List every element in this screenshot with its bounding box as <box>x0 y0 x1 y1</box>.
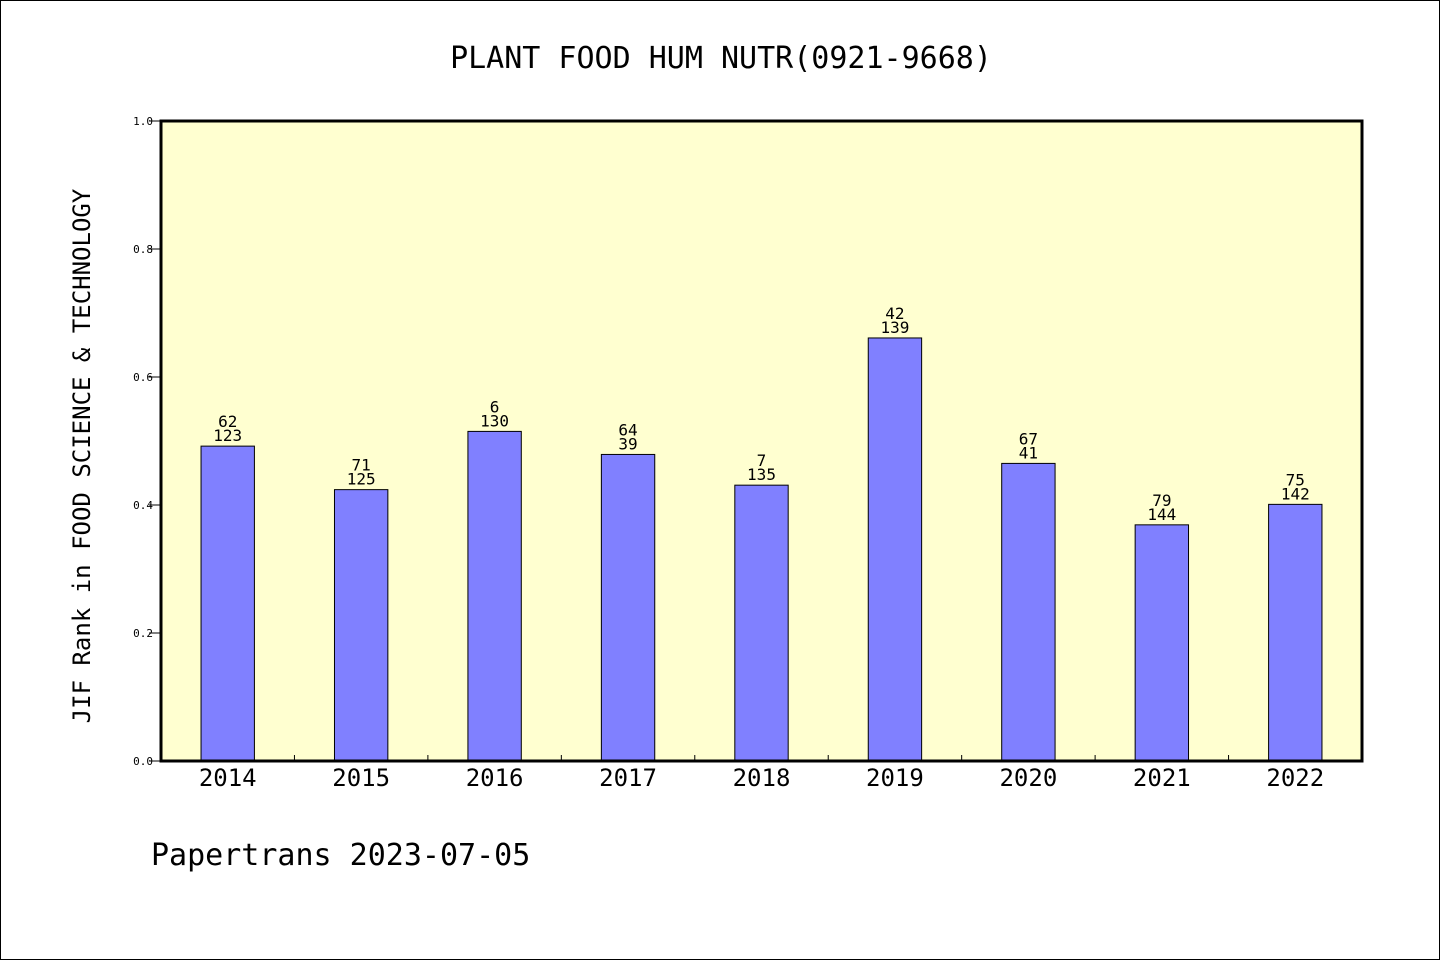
bar-label-bottom: 135 <box>747 465 776 484</box>
bar <box>1134 524 1190 762</box>
bar-label-bottom: 125 <box>347 470 376 489</box>
y-tick-label: 0.2 <box>133 627 153 640</box>
bar <box>734 484 789 762</box>
y-axis: 0.0 0.2 0.4 0.6 0.8 1.0 <box>133 115 161 768</box>
x-tick-label: 2019 <box>866 764 924 792</box>
x-tick-label: 2022 <box>1266 764 1324 792</box>
footer-note: Papertrans 2023-07-05 <box>151 838 530 873</box>
y-axis-label: JIF Rank in FOOD SCIENCE & TECHNOLOGY <box>68 188 96 723</box>
bar-label-bottom: 41 <box>1019 443 1038 462</box>
x-tick-label: 2015 <box>332 764 390 792</box>
x-tick-label: 2017 <box>599 764 657 792</box>
bar <box>867 337 923 762</box>
y-tick-label: 0.0 <box>133 755 153 768</box>
bar-label-top: 64 <box>618 420 637 439</box>
plot-border <box>159 119 1364 763</box>
y-tick-label: 1.0 <box>133 115 153 128</box>
x-tick-label: 2021 <box>1133 764 1191 792</box>
x-axis: 2014 2015 2016 2017 2018 2019 2020 2021 2022 <box>199 755 1324 792</box>
bar-label-top: 7 <box>757 451 767 470</box>
bar <box>200 445 255 762</box>
y-tick-label: 0.6 <box>133 371 153 384</box>
bar-label-top: 67 <box>1019 429 1038 448</box>
bar <box>467 430 522 762</box>
bar-label-bottom: 144 <box>1147 505 1176 524</box>
bar-label-top: 62 <box>218 412 237 431</box>
x-tick-label: 2014 <box>199 764 257 792</box>
x-tick-label: 2020 <box>999 764 1057 792</box>
x-tick-label: 2016 <box>466 764 524 792</box>
bar-label-bottom: 130 <box>480 411 509 430</box>
bar-label-top: 42 <box>885 304 904 323</box>
bar-label-bottom: 139 <box>880 318 909 337</box>
bar-label-top: 6 <box>490 397 500 416</box>
bar <box>1268 503 1323 762</box>
x-tick-label: 2018 <box>733 764 791 792</box>
bar-label-bottom: 142 <box>1281 484 1310 503</box>
bar <box>1001 462 1056 762</box>
bar-label-top: 79 <box>1152 491 1171 510</box>
y-tick-label: 0.8 <box>133 243 153 256</box>
y-tick-label: 0.4 <box>133 499 153 512</box>
bar-label-top: 75 <box>1286 470 1305 489</box>
bar <box>600 453 656 762</box>
bar <box>333 489 389 762</box>
bar-label-top: 71 <box>352 456 371 475</box>
chart-title: PLANT FOOD HUM NUTR(0921-9668) <box>450 41 992 76</box>
bar-label-bottom: 123 <box>213 426 242 445</box>
bar-label-bottom: 39 <box>618 434 637 453</box>
